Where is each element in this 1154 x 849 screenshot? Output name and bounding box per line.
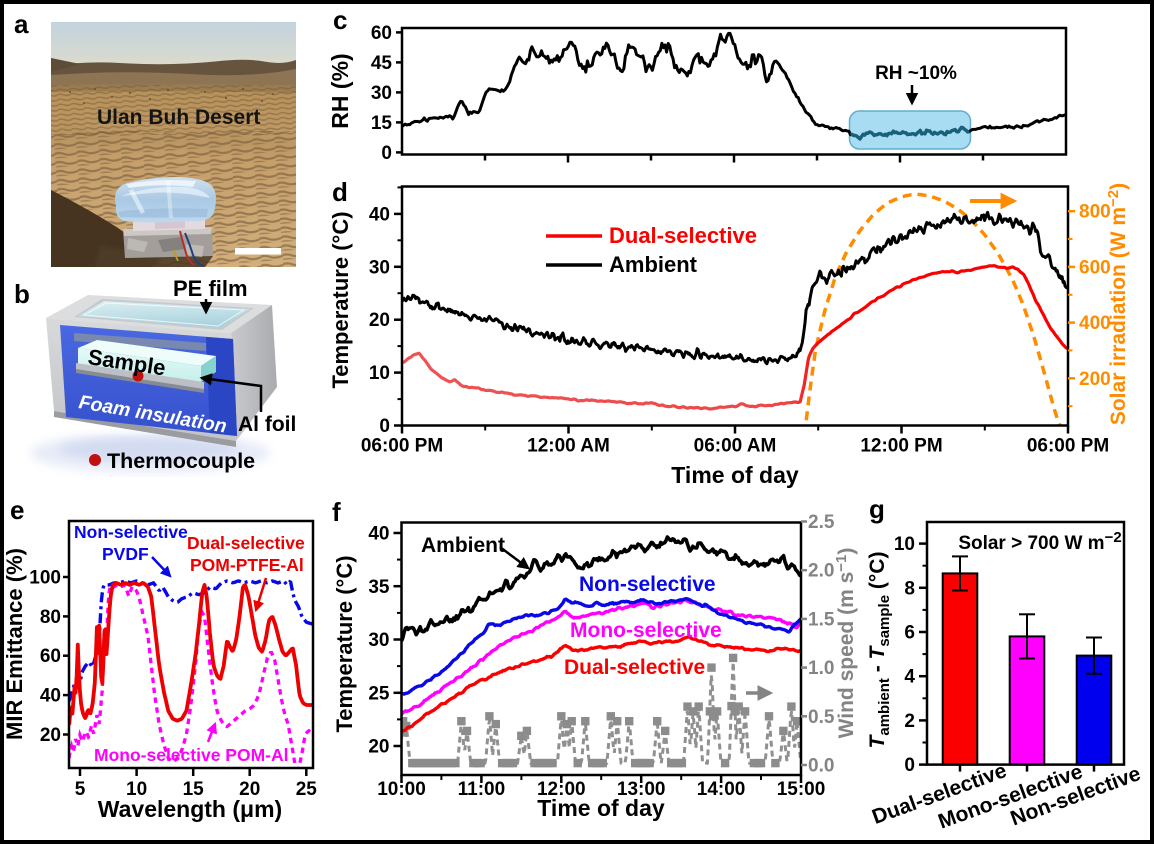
svg-text:60: 60 — [371, 23, 392, 44]
svg-text:1.0: 1.0 — [808, 658, 834, 679]
svg-text:1.5: 1.5 — [808, 609, 835, 630]
svg-text:Dual-selective: Dual-selective — [187, 533, 305, 553]
svg-text:f: f — [332, 497, 341, 527]
svg-text:RH (%): RH (%) — [327, 53, 353, 128]
svg-text:Temperature (°C): Temperature (°C) — [332, 555, 357, 732]
svg-text:10: 10 — [369, 363, 390, 384]
svg-text:Mono-selective: Mono-selective — [570, 619, 722, 642]
svg-text:Ambient: Ambient — [421, 534, 505, 557]
svg-text:12:00 AM: 12:00 AM — [527, 436, 610, 457]
svg-text:35: 35 — [368, 577, 390, 598]
svg-text:12:00 PM: 12:00 PM — [860, 436, 942, 457]
svg-text:25: 25 — [368, 683, 390, 704]
svg-text:60: 60 — [40, 646, 61, 667]
svg-text:40: 40 — [369, 204, 390, 225]
svg-text:45: 45 — [371, 53, 393, 74]
svg-text:e: e — [10, 495, 24, 525]
svg-text:b: b — [14, 279, 30, 309]
svg-text:400: 400 — [1079, 313, 1111, 334]
svg-text:Temperature (°C): Temperature (°C) — [328, 211, 353, 388]
svg-text:25: 25 — [296, 779, 318, 800]
svg-text:g: g — [869, 494, 885, 524]
svg-text:Tambient - Tsample (°C): Tambient - Tsample (°C) — [866, 552, 893, 749]
svg-text:Non-selective: Non-selective — [579, 573, 716, 596]
svg-text:11:00: 11:00 — [458, 779, 506, 800]
svg-text:0: 0 — [904, 755, 915, 776]
svg-text:15: 15 — [183, 779, 205, 800]
svg-text:20: 20 — [369, 310, 390, 331]
svg-text:06:00 AM: 06:00 AM — [694, 436, 777, 457]
svg-text:Thermocouple: Thermocouple — [107, 449, 255, 473]
svg-text:20: 20 — [40, 725, 61, 746]
svg-text:Time of day: Time of day — [671, 462, 799, 488]
svg-text:Solar > 700 W m−2: Solar > 700 W m−2 — [958, 529, 1121, 554]
svg-text:30: 30 — [371, 83, 392, 104]
svg-text:800: 800 — [1079, 202, 1111, 223]
svg-text:0: 0 — [381, 143, 392, 164]
svg-text:6: 6 — [904, 623, 915, 644]
svg-text:a: a — [14, 9, 29, 39]
svg-text:POM-PTFE-Al: POM-PTFE-Al — [190, 555, 304, 575]
svg-text:Mono-selective POM-Al: Mono-selective POM-Al — [94, 745, 288, 765]
svg-text:c: c — [333, 5, 347, 35]
svg-text:8: 8 — [904, 578, 915, 599]
svg-text:10: 10 — [126, 779, 147, 800]
svg-text:MIR Emittance (%): MIR Emittance (%) — [2, 548, 27, 740]
svg-text:10:00: 10:00 — [377, 779, 426, 800]
svg-text:2.5: 2.5 — [808, 512, 835, 533]
svg-text:40: 40 — [40, 686, 61, 707]
svg-text:PE film: PE film — [173, 276, 248, 301]
svg-text:Dual-selective: Dual-selective — [564, 656, 705, 679]
svg-text:Wavelength (μm): Wavelength (μm) — [98, 796, 282, 822]
svg-text:0.5: 0.5 — [808, 707, 835, 728]
svg-text:0.0: 0.0 — [808, 756, 834, 777]
svg-text:30: 30 — [368, 630, 389, 651]
svg-text:40: 40 — [368, 524, 389, 545]
svg-text:600: 600 — [1079, 257, 1111, 278]
svg-text:10: 10 — [894, 534, 915, 555]
svg-text:2: 2 — [904, 711, 915, 732]
svg-text:30: 30 — [369, 257, 390, 278]
svg-text:12:00: 12:00 — [537, 779, 586, 800]
svg-text:Solar irradiation (W m−2): Solar irradiation (W m−2) — [1105, 183, 1130, 425]
svg-text:15: 15 — [371, 113, 393, 134]
svg-text:PVDF: PVDF — [102, 544, 149, 564]
svg-text:Ulan Buh Desert: Ulan Buh Desert — [97, 106, 260, 129]
svg-text:15:00: 15:00 — [777, 779, 826, 800]
svg-text:100: 100 — [29, 567, 61, 588]
svg-text:Dual-selective: Dual-selective — [609, 223, 757, 248]
svg-text:14:00: 14:00 — [697, 779, 746, 800]
svg-text:Ambient: Ambient — [609, 252, 698, 277]
svg-text:Wind speed (m s−1): Wind speed (m s−1) — [833, 548, 858, 739]
svg-text:20: 20 — [368, 737, 389, 758]
svg-text:d: d — [332, 177, 348, 207]
svg-text:Time of day: Time of day — [537, 795, 665, 821]
svg-text:20: 20 — [239, 779, 260, 800]
svg-text:Al foil: Al foil — [238, 413, 296, 436]
svg-text:200: 200 — [1079, 369, 1111, 390]
svg-text:0: 0 — [379, 416, 390, 437]
svg-text:4: 4 — [904, 667, 915, 688]
svg-text:2.0: 2.0 — [808, 561, 834, 582]
svg-text:13:00: 13:00 — [617, 779, 666, 800]
svg-text:06:00 PM: 06:00 PM — [361, 436, 443, 457]
svg-text:Non-selective: Non-selective — [74, 522, 188, 542]
svg-text:06:00 PM: 06:00 PM — [1027, 436, 1109, 457]
svg-text:RH ~10%: RH ~10% — [875, 63, 957, 84]
svg-text:5: 5 — [75, 779, 86, 800]
svg-text:80: 80 — [40, 607, 61, 628]
